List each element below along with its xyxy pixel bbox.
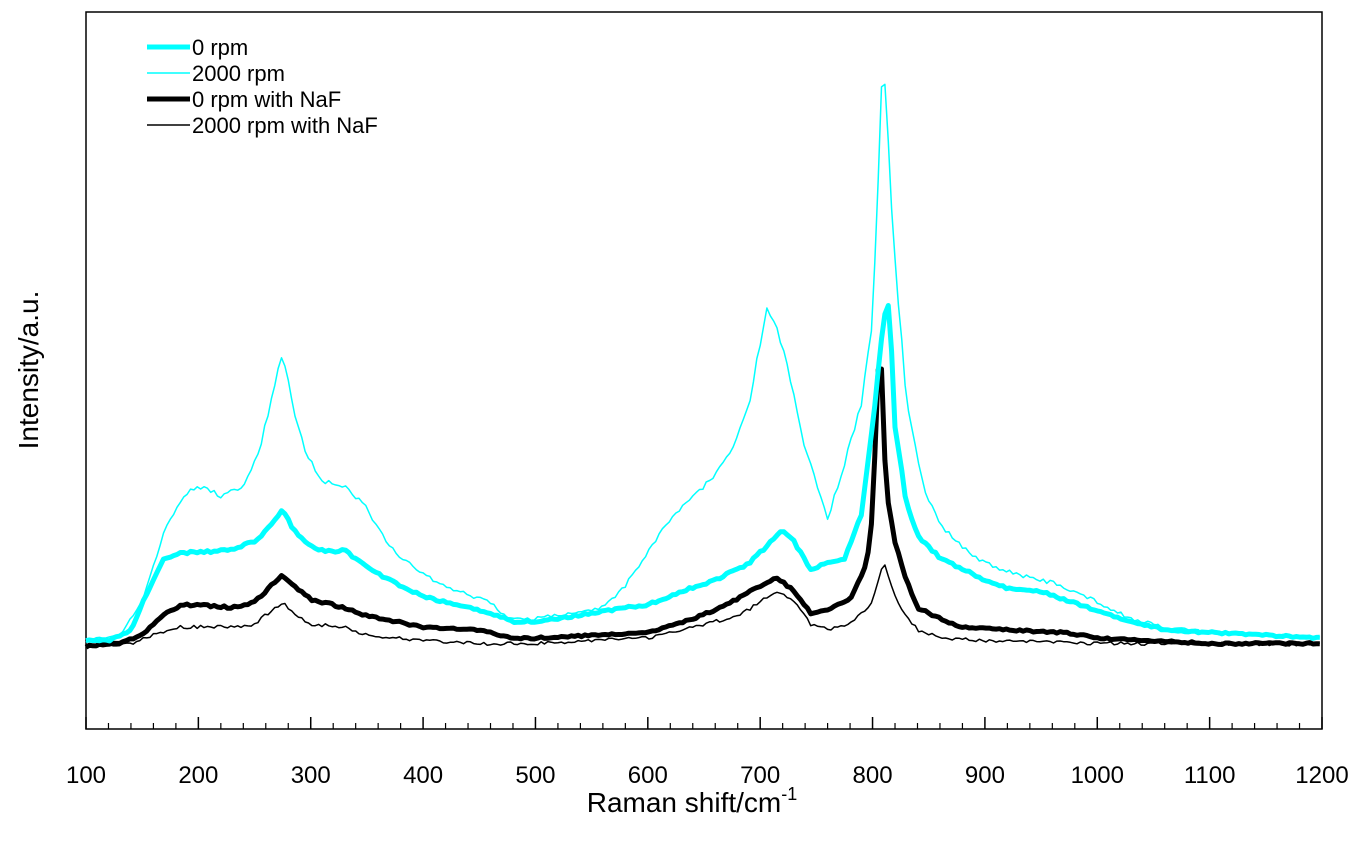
x-tick-label: 1200 bbox=[1295, 762, 1348, 789]
series-line bbox=[85, 303, 1320, 644]
legend-label: 0 rpm with NaF bbox=[192, 87, 341, 112]
x-tick-label: 700 bbox=[740, 762, 780, 789]
x-axis-label-text: Raman shift/cm bbox=[587, 787, 782, 818]
series-line bbox=[85, 83, 1321, 643]
x-tick-label: 400 bbox=[403, 762, 443, 789]
y-axis-label: Intensity/a.u. bbox=[13, 291, 44, 450]
x-tick-label: 200 bbox=[178, 762, 218, 789]
x-tick-label: 800 bbox=[853, 762, 893, 789]
legend-label: 0 rpm bbox=[192, 35, 248, 60]
x-tick-label: 100 bbox=[66, 762, 106, 789]
legend-label: 2000 rpm with NaF bbox=[192, 113, 378, 138]
x-tick-label: 300 bbox=[291, 762, 331, 789]
x-axis-label: Raman shift/cm-1 bbox=[587, 784, 798, 818]
x-axis-label-superscript: -1 bbox=[781, 784, 797, 804]
x-tick-label: 1100 bbox=[1184, 762, 1236, 789]
plot-frame bbox=[85, 11, 1323, 730]
x-tick-label: 500 bbox=[515, 762, 555, 789]
x-tick-label: 1000 bbox=[1071, 762, 1124, 789]
x-tick-label: 600 bbox=[628, 762, 668, 789]
legend-label: 2000 rpm bbox=[192, 61, 285, 86]
x-axis-ticks: 100 200 300 400 500 600 700 800 900 1000 1100 1200 bbox=[66, 717, 1349, 789]
x-tick-label: 900 bbox=[965, 762, 1005, 789]
series-line bbox=[84, 366, 1320, 650]
series-layer bbox=[84, 83, 1321, 650]
series-line bbox=[85, 564, 1320, 649]
